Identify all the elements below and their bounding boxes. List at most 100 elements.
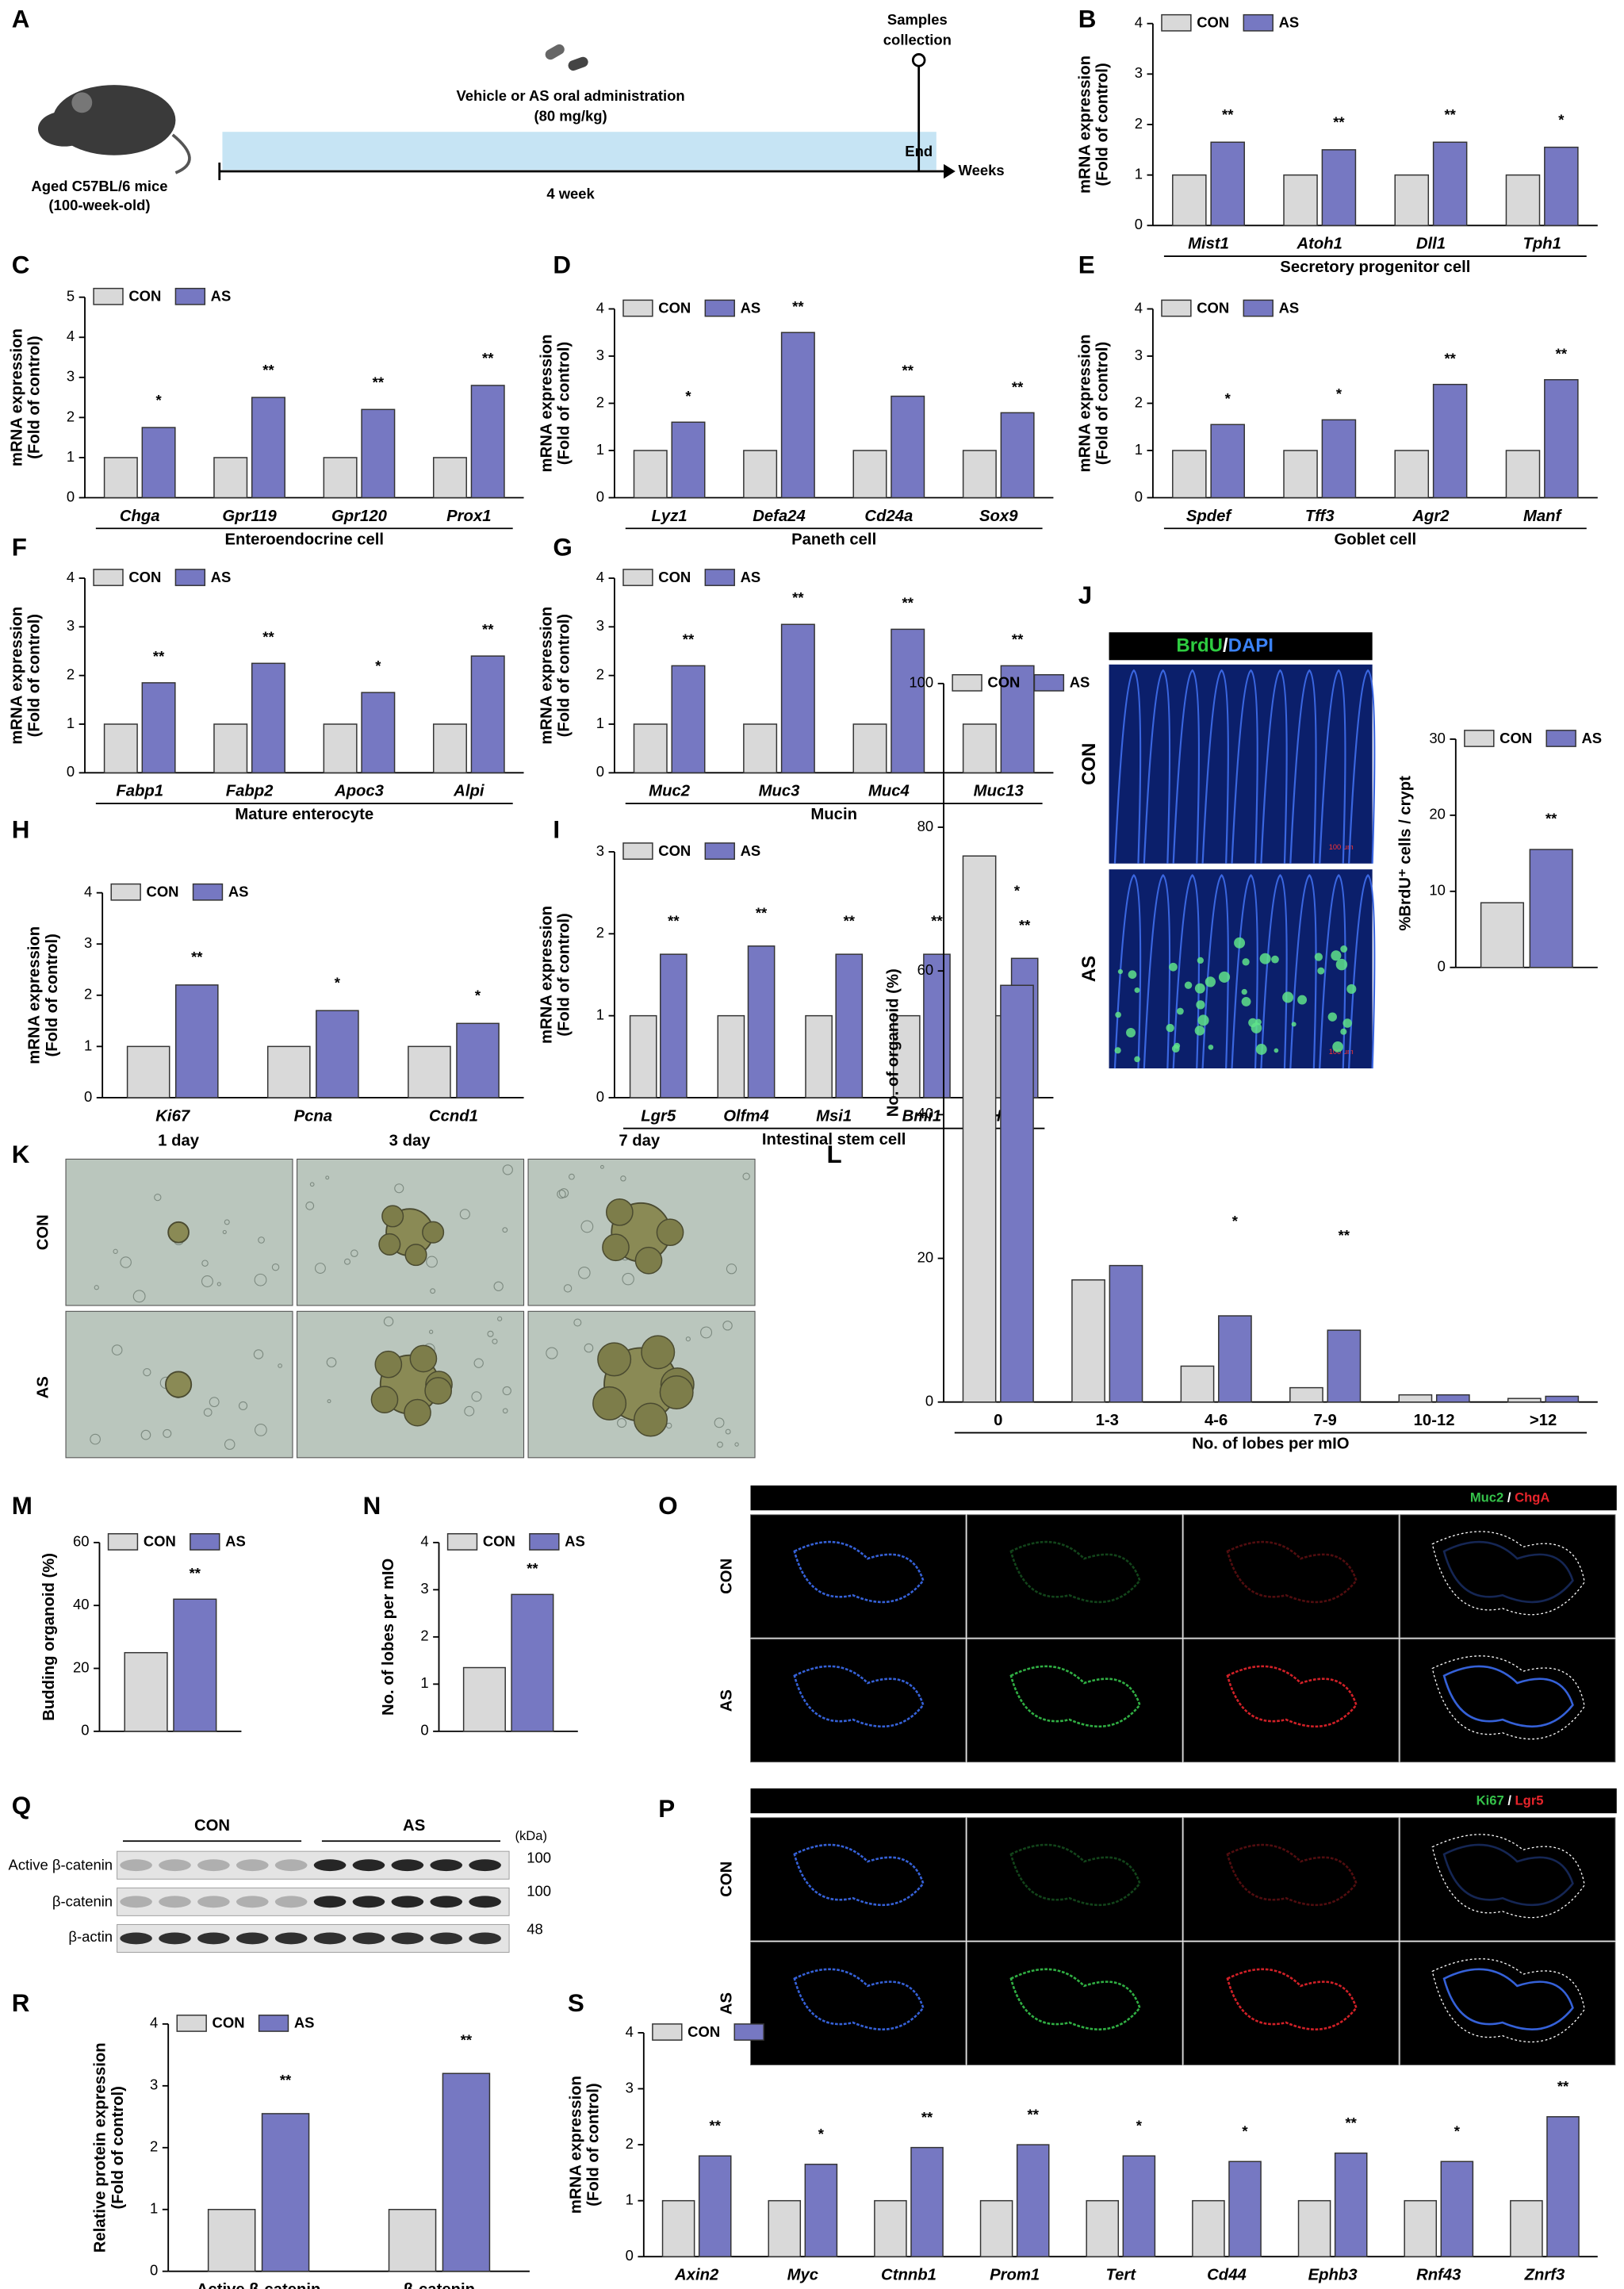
bar — [442, 2072, 491, 2272]
x-tick-label: Mist1 — [1188, 236, 1229, 253]
blot-band — [159, 1896, 191, 1908]
bar — [1283, 174, 1318, 227]
debris — [394, 1183, 404, 1194]
bar — [1172, 450, 1207, 499]
axis-label: Weeks — [959, 162, 1005, 178]
legend-swatch — [174, 569, 206, 586]
y-axis-label: mRNA expression — [538, 906, 555, 1044]
y-tick-label: 0 — [1438, 958, 1446, 975]
organoid — [165, 1371, 193, 1398]
debris — [327, 1399, 331, 1404]
bar — [1394, 450, 1430, 499]
legend-swatch — [704, 299, 735, 317]
y-axis-label: mRNA expression — [26, 926, 44, 1064]
bar — [1432, 383, 1468, 499]
brdu-cell — [1194, 1026, 1205, 1036]
brdu-cell — [1259, 953, 1271, 964]
y-tick-label: 1 — [1135, 441, 1143, 458]
blot-band — [274, 1932, 308, 1945]
debris — [120, 1256, 132, 1268]
villus — [1143, 669, 1171, 864]
column-label: 3 day — [389, 1133, 431, 1150]
tissue-outline — [1009, 1665, 1141, 1728]
x-tick-label: Spdef — [1186, 508, 1233, 525]
y-tick-label: 1 — [67, 448, 75, 465]
debris — [154, 1194, 162, 1202]
legend-swatch — [192, 883, 224, 901]
bar — [1297, 2199, 1331, 2257]
debris — [314, 1263, 326, 1274]
bar — [1210, 141, 1245, 227]
organoid — [167, 1221, 190, 1244]
x-tick-label: Fabp1 — [116, 783, 163, 800]
y-tick-label: 3 — [596, 617, 604, 634]
significance: ** — [756, 904, 768, 921]
blot-band — [391, 1859, 424, 1872]
legend-label: CON — [213, 2015, 245, 2031]
organoid-bud — [592, 1386, 627, 1421]
blot-band — [430, 1859, 463, 1872]
tissue-outline — [793, 1665, 925, 1728]
y-tick-label: 2 — [1135, 393, 1143, 410]
debris — [573, 1318, 582, 1327]
tissue-outline — [1442, 1540, 1574, 1604]
debris — [222, 1229, 227, 1234]
bar — [316, 1010, 359, 1098]
y-tick-label: 2 — [596, 924, 604, 941]
y-tick-label: 2 — [1135, 115, 1143, 132]
bar — [1507, 1398, 1542, 1403]
micrograph — [1400, 1639, 1616, 1763]
legend-label: AS — [1279, 14, 1300, 31]
y-tick-label: 3 — [67, 368, 75, 385]
organoid-bud — [602, 1233, 630, 1262]
bar — [747, 945, 776, 1098]
brdu-cell — [1271, 955, 1279, 964]
legend-label: AS — [565, 1533, 585, 1550]
brdu-cell — [1314, 953, 1323, 961]
debris — [216, 1282, 221, 1286]
organoid-bud — [409, 1344, 438, 1373]
y-tick-label: 4 — [420, 1533, 428, 1550]
legend-label: CON — [147, 884, 179, 900]
micrograph — [750, 1639, 967, 1763]
y-tick-label: 0 — [1135, 216, 1143, 232]
marker-label: 100 — [527, 1849, 551, 1865]
debris — [569, 1173, 575, 1180]
legend-swatch — [704, 569, 735, 586]
x-tick-label: Ephb3 — [1308, 2267, 1358, 2284]
debris — [209, 1397, 220, 1408]
bar — [361, 692, 396, 774]
y-tick-label: 3 — [596, 347, 604, 363]
stain-label: Muc2 — [1059, 1490, 1092, 1505]
y-axis-label: (Fold of control) — [26, 614, 44, 737]
y-axis-label: mRNA expression — [8, 328, 25, 466]
legend-label: CON — [658, 569, 691, 585]
significance: ** — [1028, 2106, 1040, 2122]
y-axis-label: mRNA expression — [567, 2076, 584, 2214]
samples-label: collection — [883, 32, 952, 48]
pill-icon — [568, 56, 588, 71]
brdu-cell — [1340, 1028, 1347, 1035]
image-header — [750, 1788, 1617, 1814]
blot-band — [120, 1932, 152, 1945]
x-tick-label: Sox9 — [979, 508, 1018, 525]
group-label: AS — [403, 1817, 425, 1835]
brdu-cell — [1331, 950, 1342, 961]
image-header — [750, 1485, 1617, 1511]
debris — [428, 1329, 434, 1334]
significance: ** — [190, 1565, 201, 1582]
debris — [255, 1424, 267, 1436]
brdu-cell — [1194, 983, 1205, 994]
bar — [470, 655, 505, 774]
micrograph — [750, 1817, 967, 1942]
organoid-bud — [634, 1246, 663, 1275]
bar — [1122, 2155, 1156, 2257]
bar — [852, 450, 887, 499]
legend-label: AS — [769, 2023, 790, 2040]
x-tick-label: Ccnd1 — [429, 1107, 478, 1125]
blot-band — [469, 1896, 501, 1908]
samples-label: Samples — [887, 11, 948, 28]
bar — [1218, 1315, 1252, 1403]
brdu-cell — [1342, 1018, 1352, 1028]
legend-label: AS — [741, 569, 761, 585]
